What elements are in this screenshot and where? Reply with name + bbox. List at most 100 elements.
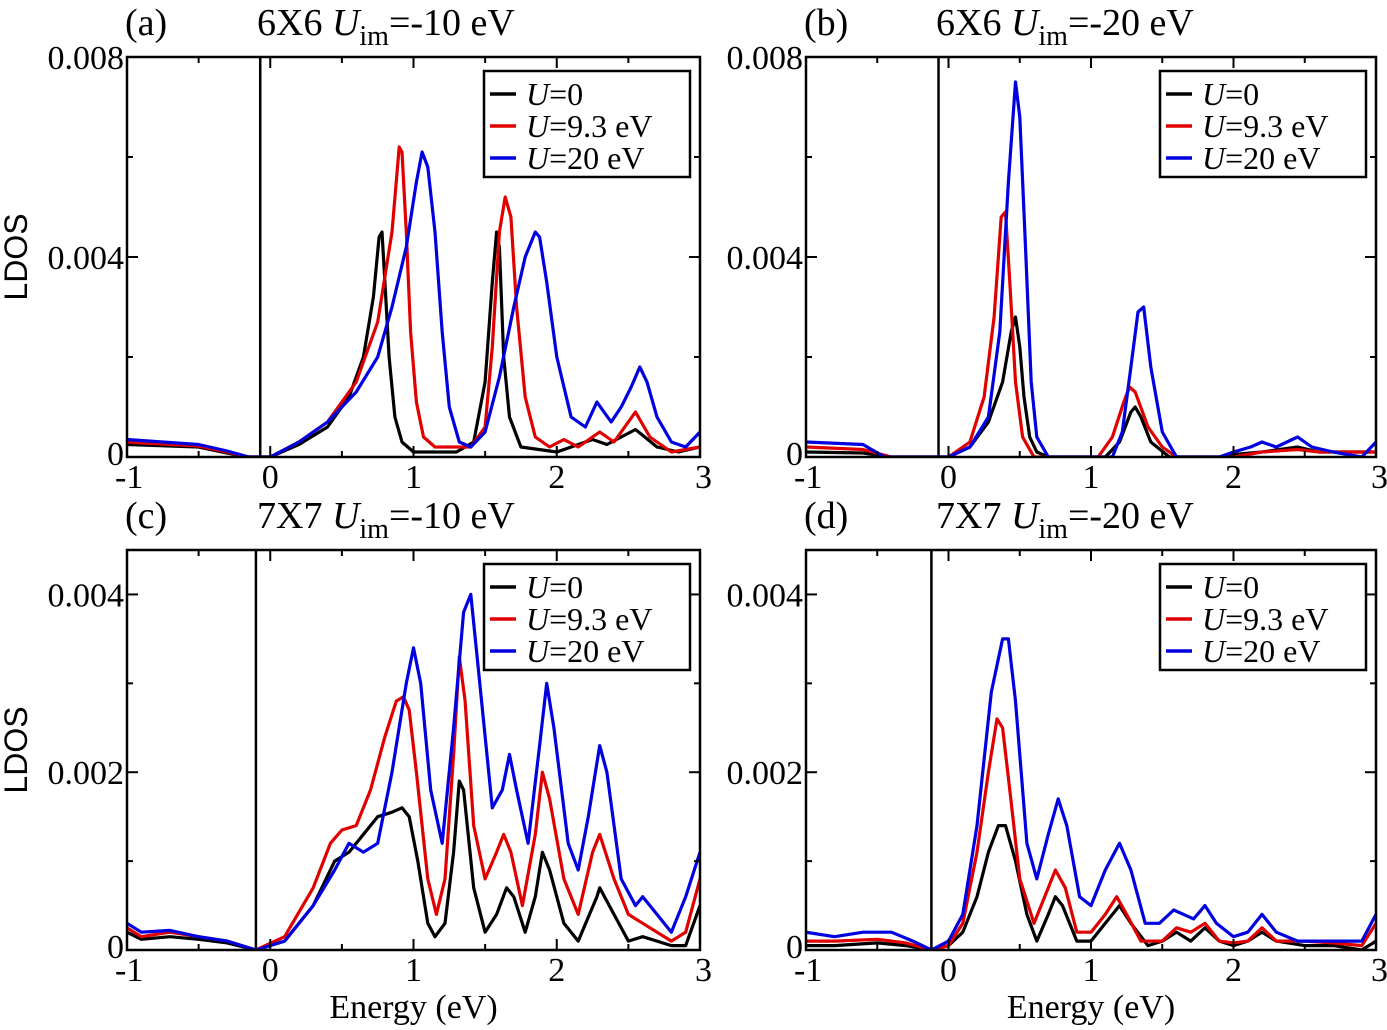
x-tick-label: -1	[794, 459, 822, 496]
x-tick-label: 1	[405, 459, 422, 496]
series-line-u9-3	[806, 210, 1376, 457]
legend-variable: U	[526, 601, 551, 637]
title-variable: U	[1011, 495, 1041, 537]
legend-variable: U	[526, 140, 551, 176]
x-tick-label: 3	[695, 459, 712, 496]
legend-entry: U=0	[526, 569, 583, 605]
legend-value: =20 eV	[1225, 633, 1320, 669]
legend-entry: U=20 eV	[1202, 140, 1320, 176]
x-tick-label: 1	[1083, 459, 1100, 496]
legend-variable: U	[526, 633, 551, 669]
x-tick-label: 1	[1083, 952, 1100, 989]
legend-entry: U=9.3 eV	[526, 108, 652, 144]
title-prefix: 7X7	[257, 495, 332, 537]
x-tick-label: 2	[548, 952, 565, 989]
title-suffix: =-20 eV	[1068, 495, 1194, 537]
legend-value: =20 eV	[549, 140, 644, 176]
x-tick-label: 1	[405, 952, 422, 989]
title-subscript: im	[1038, 21, 1068, 52]
legend-value: =9.3 eV	[1225, 108, 1328, 144]
y-axis-label: LDOS	[0, 706, 34, 793]
y-tick-label: 0.004	[48, 577, 125, 614]
y-tick-label: 0.002	[727, 755, 804, 792]
legend-variable: U	[1202, 633, 1227, 669]
x-axis-label: Energy (eV)	[329, 989, 497, 1026]
title-variable: U	[332, 495, 362, 537]
title-suffix: =-10 eV	[389, 2, 515, 44]
y-tick-label: 0.004	[727, 577, 804, 614]
legend-value: =0	[549, 76, 583, 112]
legend-variable: U	[1202, 140, 1227, 176]
panel-label: (c)	[125, 495, 167, 537]
legend-box	[1158, 562, 1368, 672]
x-tick-label: 0	[262, 952, 279, 989]
legend-entry: U=9.3 eV	[1202, 108, 1328, 144]
x-tick-label: -1	[115, 459, 143, 496]
legend-box	[482, 69, 692, 179]
title-suffix: =-10 eV	[389, 495, 515, 537]
legend-variable: U	[1202, 108, 1227, 144]
y-tick-label: 0.008	[727, 40, 804, 77]
legend-variable: U	[526, 569, 551, 605]
x-tick-label: 2	[1225, 952, 1242, 989]
legend-variable: U	[526, 76, 551, 112]
legend-entry: U=20 eV	[526, 140, 644, 176]
panel-title: 7X7 Uim=-10 eV	[257, 495, 515, 545]
y-tick-label: 0	[107, 436, 124, 473]
series-group	[806, 80, 1376, 457]
x-axis-label: Energy (eV)	[1007, 989, 1175, 1026]
y-tick-label: 0.008	[48, 40, 125, 77]
y-axis-label: LDOS	[0, 213, 34, 300]
legend-entry: U=0	[1202, 569, 1259, 605]
legend: U=0U=9.3 eVU=20 eV	[482, 562, 692, 672]
legend-variable: U	[1202, 76, 1227, 112]
series-line-u20	[806, 80, 1376, 457]
title-suffix: =-20 eV	[1068, 2, 1194, 44]
panel-title: 6X6 Uim=-10 eV	[257, 2, 515, 52]
panel-label: (b)	[804, 2, 848, 44]
series-line-u20	[806, 637, 1376, 950]
title-variable: U	[332, 2, 362, 44]
y-tick-label: 0	[107, 929, 124, 966]
legend-entry: U=0	[526, 76, 583, 112]
legend-variable: U	[1202, 601, 1227, 637]
legend-entry: U=20 eV	[526, 633, 644, 669]
title-prefix: 7X7	[936, 495, 1011, 537]
x-tick-label: 2	[548, 459, 565, 496]
legend-value: =20 eV	[549, 633, 644, 669]
legend-entry: U=9.3 eV	[1202, 601, 1328, 637]
legend-variable: U	[526, 108, 551, 144]
legend-box	[1158, 69, 1368, 179]
legend-box	[482, 562, 692, 672]
legend-variable: U	[1202, 569, 1227, 605]
legend-value: =9.3 eV	[549, 108, 652, 144]
title-subscript: im	[1038, 514, 1068, 545]
legend: U=0U=9.3 eVU=20 eV	[1158, 69, 1368, 179]
legend: U=0U=9.3 eVU=20 eV	[482, 69, 692, 179]
series-group	[127, 592, 700, 950]
legend-value: =0	[549, 569, 583, 605]
series-line-u9-3	[806, 717, 1376, 950]
title-subscript: im	[359, 21, 389, 52]
title-prefix: 6X6	[936, 2, 1011, 44]
series-group	[806, 637, 1376, 950]
y-tick-label: 0.002	[48, 755, 125, 792]
legend-entry: U=20 eV	[1202, 633, 1320, 669]
legend: U=0U=9.3 eVU=20 eV	[1158, 562, 1368, 672]
x-tick-label: -1	[794, 952, 822, 989]
panel-label: (a)	[125, 2, 167, 44]
panel-title: 6X6 Uim=-20 eV	[936, 2, 1194, 52]
title-variable: U	[1011, 2, 1041, 44]
legend-entry: U=0	[1202, 76, 1259, 112]
y-tick-label: 0	[786, 436, 803, 473]
x-tick-label: 3	[1371, 952, 1387, 989]
legend-value: =9.3 eV	[549, 601, 652, 637]
legend-value: =0	[1225, 76, 1259, 112]
legend-value: =0	[1225, 569, 1259, 605]
x-tick-label: 0	[940, 952, 957, 989]
y-tick-label: 0	[786, 929, 803, 966]
